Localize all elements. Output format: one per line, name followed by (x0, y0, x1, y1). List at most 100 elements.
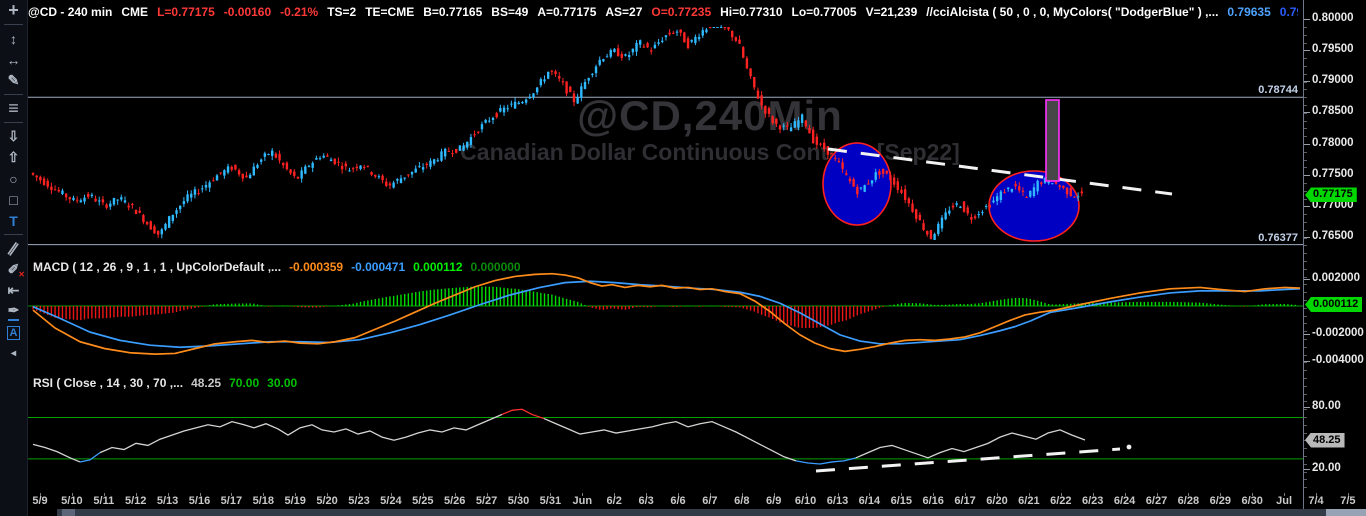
label-tool-icon-glyph: A (6, 325, 21, 340)
quote-field-13: Lo=0.77005 (791, 5, 857, 19)
axis-major-tick (1304, 112, 1310, 114)
date-label[interactable]: 5/12 (124, 495, 147, 507)
delete-drawing-icon[interactable]: ✐ ✕ (0, 259, 27, 280)
date-tick (1347, 493, 1349, 496)
date-label[interactable]: 6/3 (638, 495, 654, 507)
quote-field-10: AS=27 (605, 5, 643, 19)
collapse-panel-icon[interactable]: ◂ (0, 343, 27, 364)
date-axis[interactable]: 5/9 5/10 5/11 5/12 5/13 5/16 5/17 5/18 5/19 5/20 5… (27, 493, 1366, 509)
date-label[interactable]: 6/6 (670, 495, 686, 507)
axis-minor-tick (1304, 307, 1307, 309)
arrow-up-tool-icon[interactable]: ⇧ (0, 147, 27, 168)
axis-minor-tick (1304, 42, 1307, 44)
hline-price-tag: 0.78744 (1258, 84, 1298, 97)
date-label[interactable]: 6/23 (1081, 495, 1104, 507)
date-label[interactable]: 6/7 (702, 495, 718, 507)
scrollbar-handle-left[interactable] (62, 509, 75, 516)
date-label[interactable]: 6/2 (606, 495, 622, 507)
axis-minor-tick (1304, 354, 1307, 356)
date-tick (135, 493, 137, 496)
date-tick (1092, 493, 1094, 496)
date-tick (646, 493, 648, 496)
date-label[interactable]: 7/4 (1308, 495, 1324, 507)
pen-tool-icon[interactable]: ✒ (0, 301, 27, 322)
date-tick (454, 493, 456, 496)
axis-minor-tick (1304, 151, 1307, 153)
date-label[interactable]: 5/24 (380, 495, 402, 507)
date-label[interactable]: 5/11 (93, 495, 115, 507)
delete-x-mark: ✕ (18, 270, 25, 279)
date-label[interactable]: 6/30 (1241, 495, 1263, 507)
date-tick (741, 493, 743, 496)
quote-field-14: V=21,239 (865, 5, 918, 19)
date-label[interactable]: 5/23 (348, 495, 370, 507)
chart-canvas[interactable] (27, 25, 1303, 493)
date-label[interactable]: 6/22 (1050, 495, 1072, 507)
date-label[interactable]: 6/29 (1209, 495, 1232, 507)
axis-minor-tick (1304, 97, 1307, 99)
horizontal-scale-icon[interactable]: ↔ (0, 49, 27, 70)
date-label[interactable]: 6/17 (954, 495, 976, 507)
axis-major-tick (1304, 50, 1310, 52)
quote-field-5: TS=2 (327, 5, 357, 19)
menu-icon[interactable]: ≡ (0, 98, 27, 119)
trendline-tool-icon[interactable]: ✎ (0, 70, 27, 91)
date-tick (1124, 493, 1126, 496)
date-label[interactable]: 6/21 (1018, 495, 1040, 507)
snap-left-icon[interactable]: ⇤ (0, 280, 27, 301)
date-label[interactable]: 5/10 (61, 495, 83, 507)
rectangle-tool-icon[interactable]: □ (0, 189, 27, 210)
date-label[interactable]: 5/13 (156, 495, 179, 507)
hline-price-tag: 0.76377 (1258, 231, 1298, 244)
date-label[interactable]: 6/27 (1145, 495, 1168, 507)
axis-minor-tick (1304, 378, 1307, 379)
ellipse-tool-icon[interactable]: ○ (0, 168, 27, 189)
date-label[interactable]: 5/18 (252, 495, 275, 507)
toolbar-divider (4, 24, 23, 25)
date-tick (518, 493, 520, 496)
date-label[interactable]: 5/17 (220, 495, 243, 507)
date-label[interactable]: 5/20 (316, 495, 338, 507)
date-label[interactable]: 6/13 (826, 495, 849, 507)
scrollbar-track[interactable] (57, 509, 1366, 516)
date-label[interactable]: Jun (572, 495, 593, 507)
date-label[interactable]: 6/24 (1113, 495, 1136, 507)
axis-minor-tick (1304, 292, 1307, 294)
date-label[interactable]: 5/26 (443, 495, 466, 507)
date-label[interactable]: 6/9 (766, 495, 782, 507)
axis-minor-tick (1304, 128, 1307, 130)
date-label[interactable]: 6/28 (1177, 495, 1200, 507)
scrollbar-handle-right[interactable] (1326, 509, 1366, 516)
label-tool-icon[interactable]: A (0, 322, 27, 343)
date-label[interactable]: 6/8 (734, 495, 750, 507)
date-label[interactable]: 5/27 (475, 495, 498, 507)
toolbar-divider (4, 234, 23, 235)
crosshair-icon[interactable]: + (0, 0, 27, 21)
date-label[interactable]: 6/14 (858, 495, 881, 507)
parallel-lines-tool-icon[interactable]: ∥ (0, 238, 27, 259)
date-label[interactable]: 6/15 (890, 495, 913, 507)
arrow-down-tool-icon[interactable]: ⇩ (0, 126, 27, 147)
axis-minor-tick (1304, 159, 1307, 161)
date-label[interactable]: 5/16 (188, 495, 211, 507)
axis-minor-tick (1304, 276, 1307, 278)
axis-label: 0.76500 (1312, 229, 1354, 242)
date-label[interactable]: 5/19 (284, 495, 306, 507)
date-label[interactable]: 5/9 (32, 495, 48, 507)
date-label[interactable]: Jul (1276, 495, 1293, 507)
date-label[interactable]: 5/31 (539, 495, 562, 507)
date-label[interactable]: 6/16 (922, 495, 944, 507)
date-label[interactable]: 6/10 (794, 495, 817, 507)
vertical-scale-icon[interactable]: ↕ (0, 28, 27, 49)
axis-minor-tick (1304, 261, 1307, 262)
date-label[interactable]: 5/30 (507, 495, 530, 507)
price-axis[interactable]: 0.80000 0.79500 0.79000 0.78500 0.78000 0.775… (1303, 0, 1366, 509)
date-label[interactable]: 5/25 (412, 495, 434, 507)
date-tick (71, 493, 73, 496)
axis-minor-tick (1304, 284, 1307, 286)
date-label[interactable]: 7/5 (1340, 495, 1356, 507)
date-label[interactable]: 6/20 (986, 495, 1008, 507)
text-tool-icon[interactable]: T (0, 210, 27, 231)
axis-major-tick (1304, 81, 1310, 83)
quote-field-17: 0.79340 (1279, 5, 1298, 19)
